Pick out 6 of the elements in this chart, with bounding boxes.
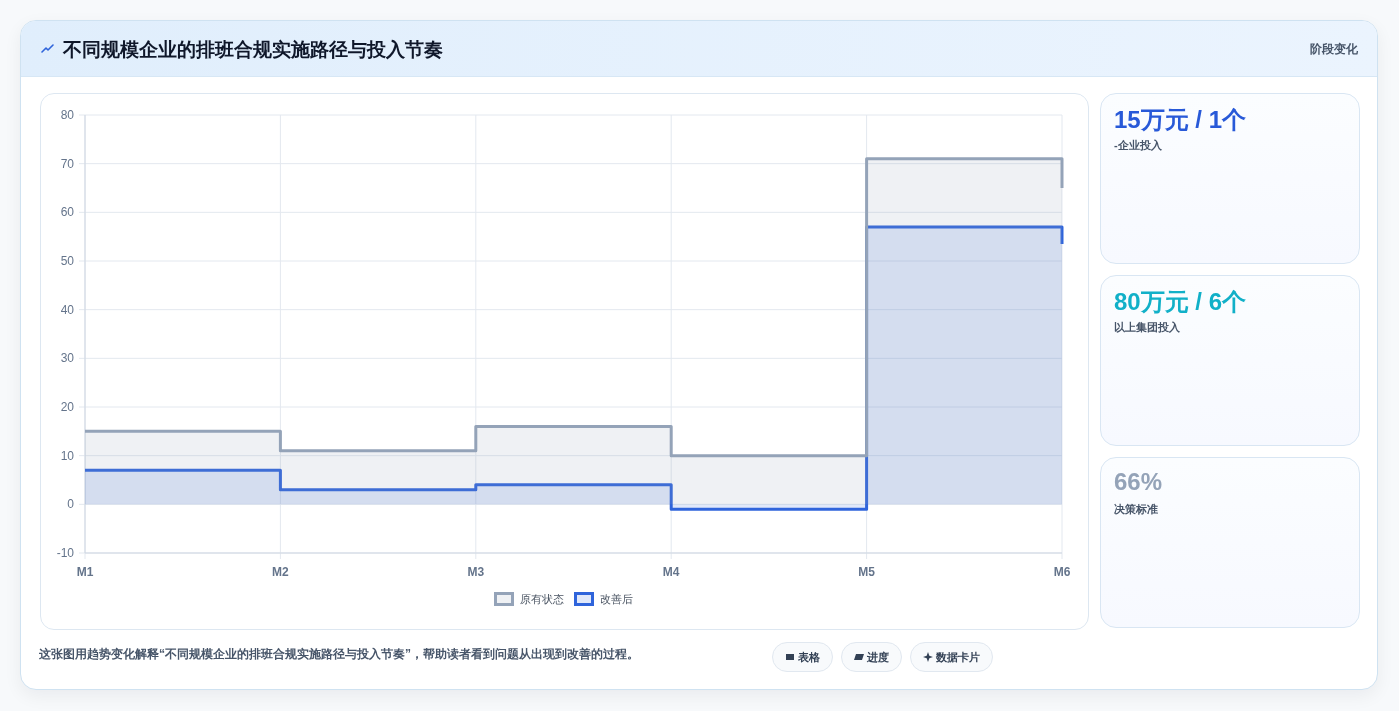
pill: 进度 (841, 642, 902, 672)
pill: 表格 (772, 642, 833, 672)
tag: 阶段变化 (1310, 41, 1358, 58)
pill: 数据卡片 (910, 642, 993, 672)
footnote: 这张图用趋势变化解释“不同规模企业的排班合规实施路径与投入节奏”，帮助读者看到问题从出现到改善的过程。 (39, 646, 639, 663)
title: 不同规模企业的排班合规实施路径与投入节奏 (63, 38, 443, 62)
